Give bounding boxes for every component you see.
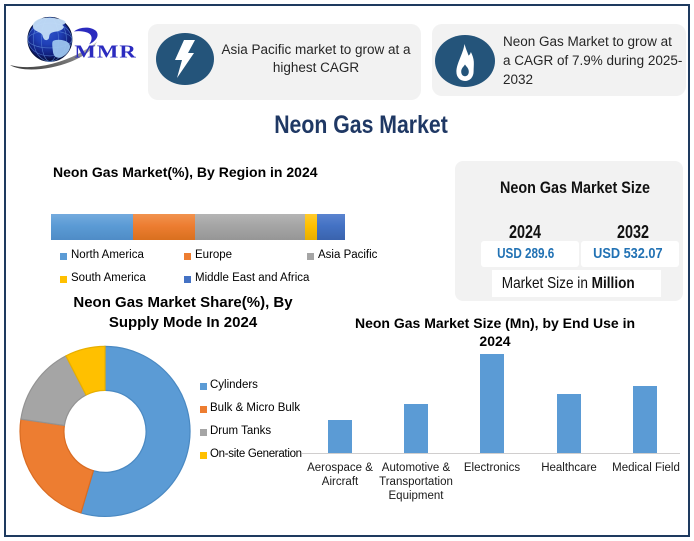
svg-text:MMR: MMR bbox=[74, 43, 136, 62]
